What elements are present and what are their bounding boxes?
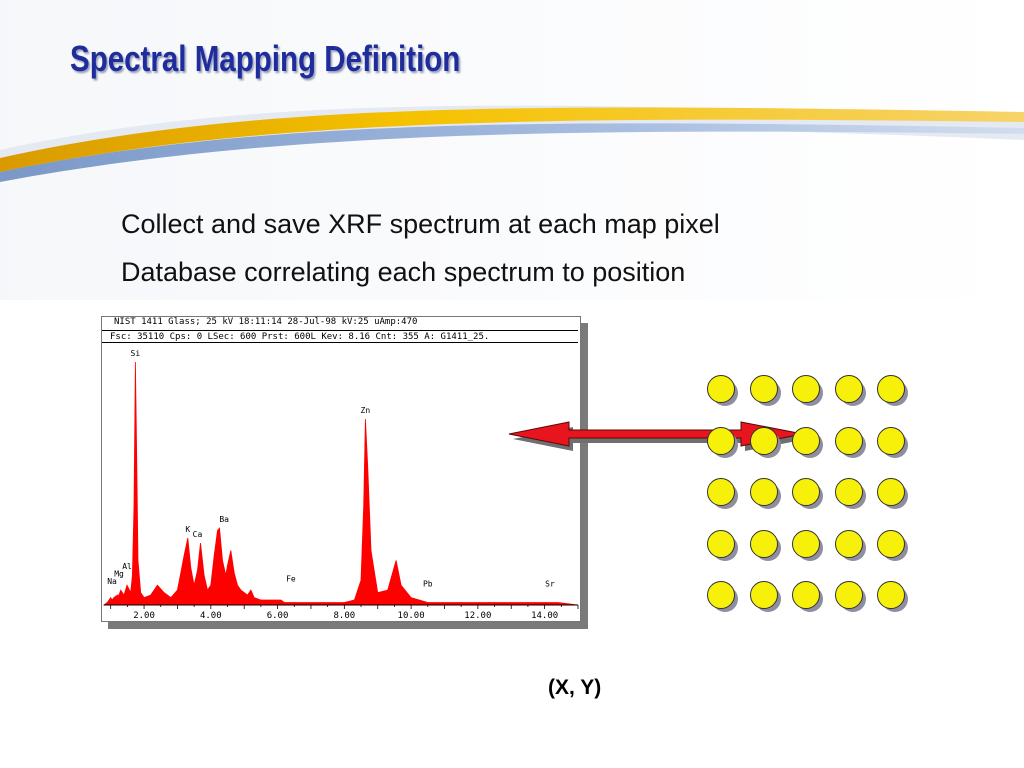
map-pixel-dot bbox=[792, 426, 823, 458]
dot-fill bbox=[834, 426, 863, 455]
map-pixel-dot bbox=[834, 581, 866, 612]
x-tick-label: 6.00 bbox=[267, 611, 289, 621]
coordinate-label: (X, Y) bbox=[548, 676, 602, 699]
dot-fill bbox=[707, 529, 735, 558]
swoosh-blue bbox=[0, 123, 1024, 182]
dot-fill bbox=[749, 426, 778, 455]
map-pixel-dot bbox=[792, 529, 823, 561]
dot-fill bbox=[707, 426, 735, 455]
map-pixel-dot bbox=[749, 478, 781, 509]
dot-fill bbox=[707, 581, 735, 609]
xrf-spectrum-panel: NIST 1411 Glass; 25 kV 18:11:14 28-Jul-9… bbox=[101, 316, 581, 622]
map-pixel-dot bbox=[834, 426, 866, 458]
map-pixel-dot bbox=[834, 529, 866, 561]
map-pixel-dot bbox=[707, 581, 738, 612]
spectrum-chart: 2.00 4.00 6.00 8.00 10.00 12.00 14.00 Si Zn Ba CaK… bbox=[102, 349, 579, 621]
element-peak-label: Ca bbox=[193, 530, 203, 539]
dot-fill bbox=[749, 375, 778, 403]
map-pixel-dot bbox=[877, 478, 908, 509]
dot-fill bbox=[877, 426, 905, 455]
bullet-item: Collect and save XRF spectrum at each ma… bbox=[121, 209, 720, 239]
dot-fill bbox=[707, 478, 735, 506]
dot-fill bbox=[834, 478, 863, 506]
spectrum-trace bbox=[102, 361, 579, 606]
map-pixel-dot bbox=[749, 581, 781, 612]
arrow-shadow bbox=[513, 427, 807, 451]
slide-title: Spectral Mapping Definition bbox=[70, 38, 461, 79]
map-pixel-dot bbox=[834, 375, 866, 406]
dot-fill bbox=[877, 581, 905, 609]
x-tick-label: 12.00 bbox=[464, 611, 491, 621]
element-peak-label: Fe bbox=[286, 575, 296, 584]
dot-fill bbox=[707, 375, 735, 403]
dot-fill bbox=[749, 529, 778, 558]
bullet-list: Collect and save XRF spectrum at each ma… bbox=[121, 204, 720, 300]
element-peak-label: Ba bbox=[219, 515, 229, 524]
dot-fill bbox=[749, 581, 778, 609]
map-pixel-dot bbox=[792, 478, 823, 509]
spectrum-header: NIST 1411 Glass; 25 kV 18:11:14 28-Jul-9… bbox=[114, 317, 418, 327]
map-pixel-dot bbox=[877, 426, 908, 458]
map-pixel-dot bbox=[877, 529, 908, 561]
dot-fill bbox=[834, 529, 863, 558]
map-pixel-dot bbox=[707, 426, 738, 458]
map-pixel-dot bbox=[877, 375, 908, 406]
map-pixel-dot bbox=[877, 581, 908, 612]
map-pixel-dot bbox=[707, 375, 738, 406]
dot-fill bbox=[792, 426, 820, 455]
map-pixel-dot bbox=[749, 375, 781, 406]
dot-fill bbox=[877, 478, 905, 506]
dot-fill bbox=[792, 478, 820, 506]
bullet-item: Database correlating each spectrum to po… bbox=[121, 257, 686, 287]
element-peak-label: Mg bbox=[114, 570, 124, 579]
x-tick-label: 10.00 bbox=[398, 611, 425, 621]
dot-fill bbox=[877, 529, 905, 558]
dot-fill bbox=[834, 581, 863, 609]
map-pixel-dot bbox=[792, 581, 823, 612]
element-peak-label: Na bbox=[107, 577, 117, 586]
spectrum-status-line: Fsc: 35110 Cps: 0 LSec: 600 Prst: 600L K… bbox=[102, 330, 578, 343]
x-tick-label: 14.00 bbox=[531, 611, 558, 621]
dot-fill bbox=[792, 581, 820, 609]
swoosh-gold bbox=[0, 107, 1024, 172]
map-pixel-dot bbox=[834, 478, 866, 509]
dot-fill bbox=[792, 529, 820, 558]
map-pixel-dot bbox=[792, 375, 823, 406]
dot-fill bbox=[749, 478, 778, 506]
map-pixel-dot bbox=[707, 529, 738, 561]
element-peak-label: Si bbox=[131, 349, 141, 358]
dot-fill bbox=[834, 375, 863, 403]
dot-fill bbox=[792, 375, 820, 403]
element-peak-label: Zn bbox=[361, 406, 371, 415]
element-peak-label: Sr bbox=[545, 580, 555, 589]
element-peak-label: K bbox=[185, 525, 190, 534]
dot-fill bbox=[877, 375, 905, 403]
x-tick-label: 2.00 bbox=[133, 611, 155, 621]
x-tick-label: 4.00 bbox=[200, 611, 222, 621]
map-pixel-dot bbox=[707, 478, 738, 509]
map-pixel-dot bbox=[749, 426, 781, 458]
map-pixel-dot bbox=[749, 529, 781, 561]
element-peak-label: Al bbox=[122, 562, 132, 571]
element-peak-label: Pb bbox=[423, 580, 433, 589]
x-tick-label: 8.00 bbox=[333, 611, 355, 621]
pixel-grid bbox=[707, 375, 917, 612]
